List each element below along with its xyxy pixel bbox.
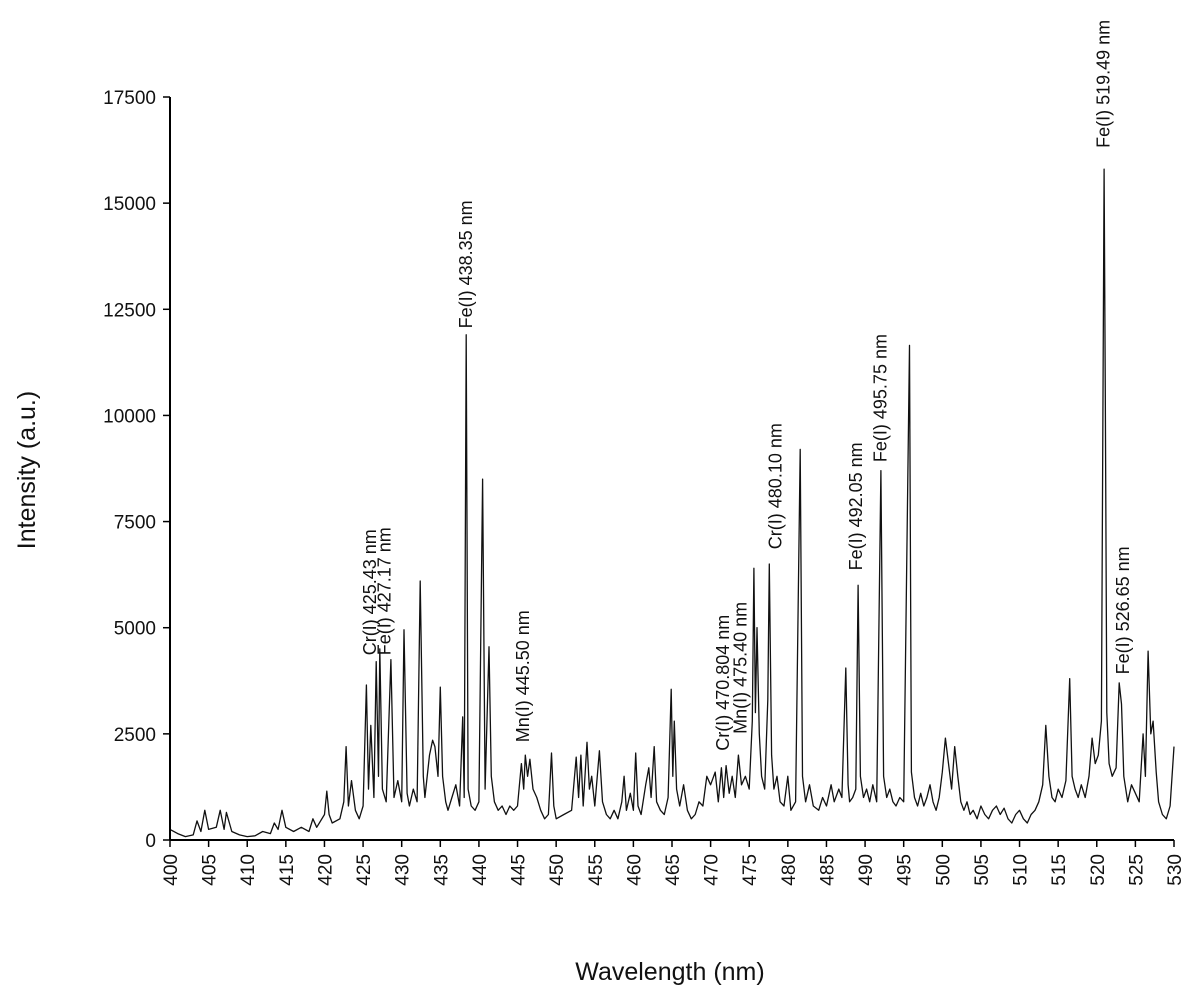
x-tick-label: 440 [470, 854, 491, 886]
peak-annotation: Cr(I) 425.43 nm [360, 529, 380, 655]
peak-annotation: Cr(I) 470.804 nm [713, 615, 733, 751]
x-tick-label: 480 [779, 854, 800, 886]
x-tick-label: 500 [933, 854, 954, 886]
peak-annotation: Fe(I) 427.17 nm [375, 527, 395, 655]
peak-annotation: Fe(I) 526.65 nm [1113, 546, 1133, 674]
x-tick-label: 465 [663, 854, 684, 886]
x-tick-label: 470 [702, 854, 723, 886]
x-tick-label: 420 [315, 854, 336, 886]
peak-annotation: Mn(I) 445.50 nm [513, 610, 533, 742]
x-tick-label: 505 [972, 854, 993, 886]
y-tick-label: 10000 [103, 406, 156, 427]
peak-annotation: Cr(I) 480.10 nm [766, 423, 786, 549]
x-tick-label: 410 [238, 854, 259, 886]
x-axis-title: Wavelength (nm) [575, 958, 764, 986]
peak-annotation: Fe(I) 492.05 nm [846, 442, 866, 570]
x-tick-label: 450 [547, 854, 568, 886]
x-tick-label: 415 [277, 854, 298, 886]
x-tick-label: 435 [431, 854, 452, 886]
x-tick-label: 405 [200, 854, 221, 886]
x-tick-label: 510 [1011, 854, 1032, 886]
spectrum-series-line [169, 168, 1175, 838]
y-axis-title: Intensity (a.u.) [13, 391, 41, 549]
x-tick-label: 530 [1165, 854, 1186, 886]
y-tick-label: 7500 [114, 513, 156, 534]
x-tick-label: 445 [509, 854, 530, 886]
x-tick-label: 400 [161, 854, 182, 886]
peak-annotation: Fe(I) 495.75 nm [871, 334, 891, 462]
peak-annotation: Fe(I) 519.49 nm [1094, 20, 1114, 148]
x-tick-label: 520 [1088, 854, 1109, 886]
x-tick-label: 490 [856, 854, 877, 886]
y-tick-label: 2500 [114, 725, 156, 746]
x-tick-label: 430 [393, 854, 414, 886]
x-tick-label: 475 [740, 854, 761, 886]
tick-labels: 0 2500 5000 7500 10000 12500 15000 17500 400 405 4… [103, 88, 1186, 886]
x-tick-label: 425 [354, 854, 375, 886]
axis-ticks [163, 96, 1175, 847]
x-tick-label: 460 [624, 854, 645, 886]
peak-annotation: Mn(I) 475.40 nm [731, 602, 751, 734]
y-tick-label: 17500 [103, 88, 156, 109]
x-tick-label: 515 [1049, 854, 1070, 886]
x-tick-label: 485 [817, 854, 838, 886]
y-tick-label: 15000 [103, 194, 156, 215]
x-tick-label: 525 [1126, 854, 1147, 886]
peak-annotation: Fe(I) 438.35 nm [456, 200, 476, 328]
x-tick-label: 455 [586, 854, 607, 886]
y-tick-label: 5000 [114, 619, 156, 640]
y-tick-label: 0 [145, 831, 156, 852]
x-tick-label: 495 [895, 854, 916, 886]
y-tick-label: 12500 [103, 300, 156, 321]
